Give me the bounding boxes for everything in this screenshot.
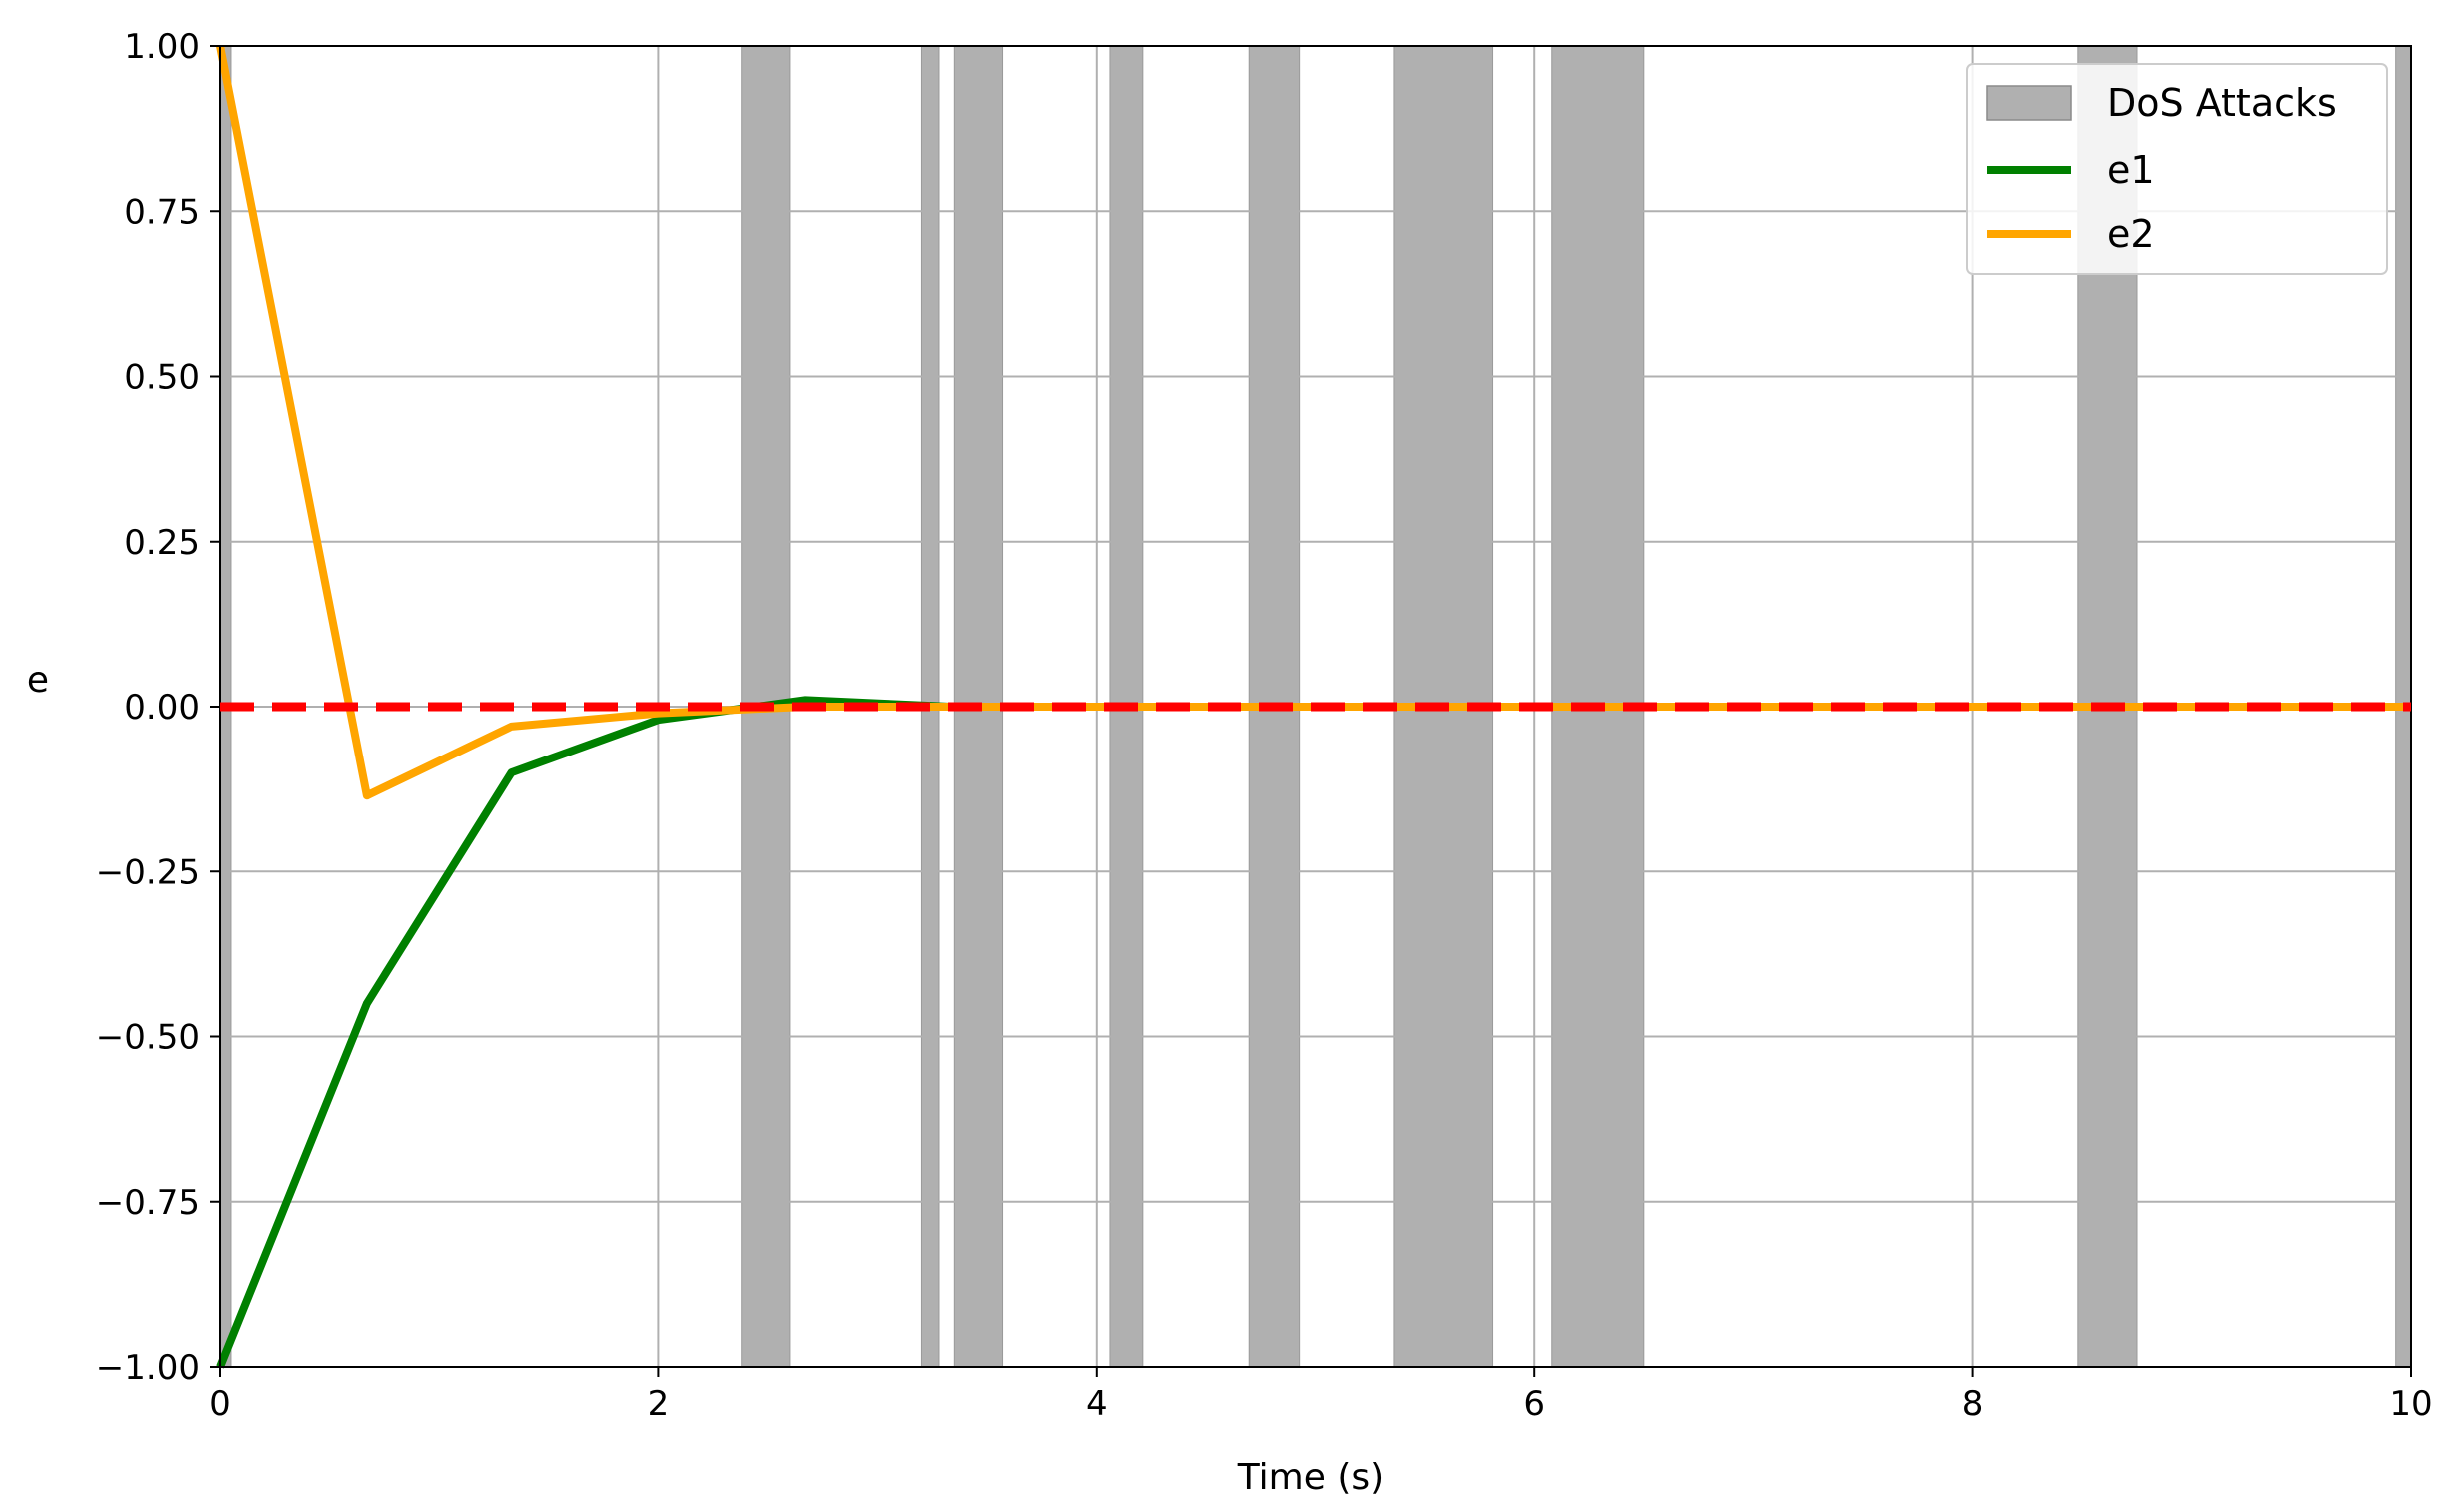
legend: DoS Attacks e1 e2 <box>1966 63 2388 275</box>
ticks: 0 2 4 6 8 10 1.00 0.75 0.50 0.25 0.00 −0.25 −0.50 −0.… <box>96 27 2433 1424</box>
y-tick-label-3: 0.25 <box>124 523 200 563</box>
y-tick-label-8: −1.00 <box>96 1348 200 1388</box>
x-tick-label-1: 2 <box>648 1384 670 1424</box>
y-tick-label-6: −0.50 <box>96 1018 200 1058</box>
y-axis-label: e <box>27 660 49 701</box>
y-tick-label-5: −0.25 <box>96 852 200 892</box>
y-tick-label-4: 0.00 <box>124 688 200 728</box>
y-tick-label-1: 0.75 <box>124 192 200 232</box>
y-tick-label-2: 0.50 <box>124 358 200 398</box>
legend-label-attacks: DoS Attacks <box>2107 81 2337 125</box>
x-tick-label-0: 0 <box>209 1384 231 1424</box>
legend-label-e2: e2 <box>2107 212 2155 256</box>
x-tick-label-4: 8 <box>1962 1384 1984 1424</box>
legend-label-e1: e1 <box>2107 148 2155 192</box>
x-tick-label-3: 6 <box>1523 1384 1545 1424</box>
x-axis-label: Time (s) <box>1237 1457 1384 1498</box>
x-tick-label-5: 10 <box>2389 1384 2432 1424</box>
x-tick-label-2: 4 <box>1086 1384 1108 1424</box>
legend-swatch-attacks <box>1986 85 2072 121</box>
y-tick-label-7: −0.75 <box>96 1183 200 1223</box>
y-tick-label-0: 1.00 <box>124 27 200 67</box>
legend-box <box>1966 63 2388 275</box>
